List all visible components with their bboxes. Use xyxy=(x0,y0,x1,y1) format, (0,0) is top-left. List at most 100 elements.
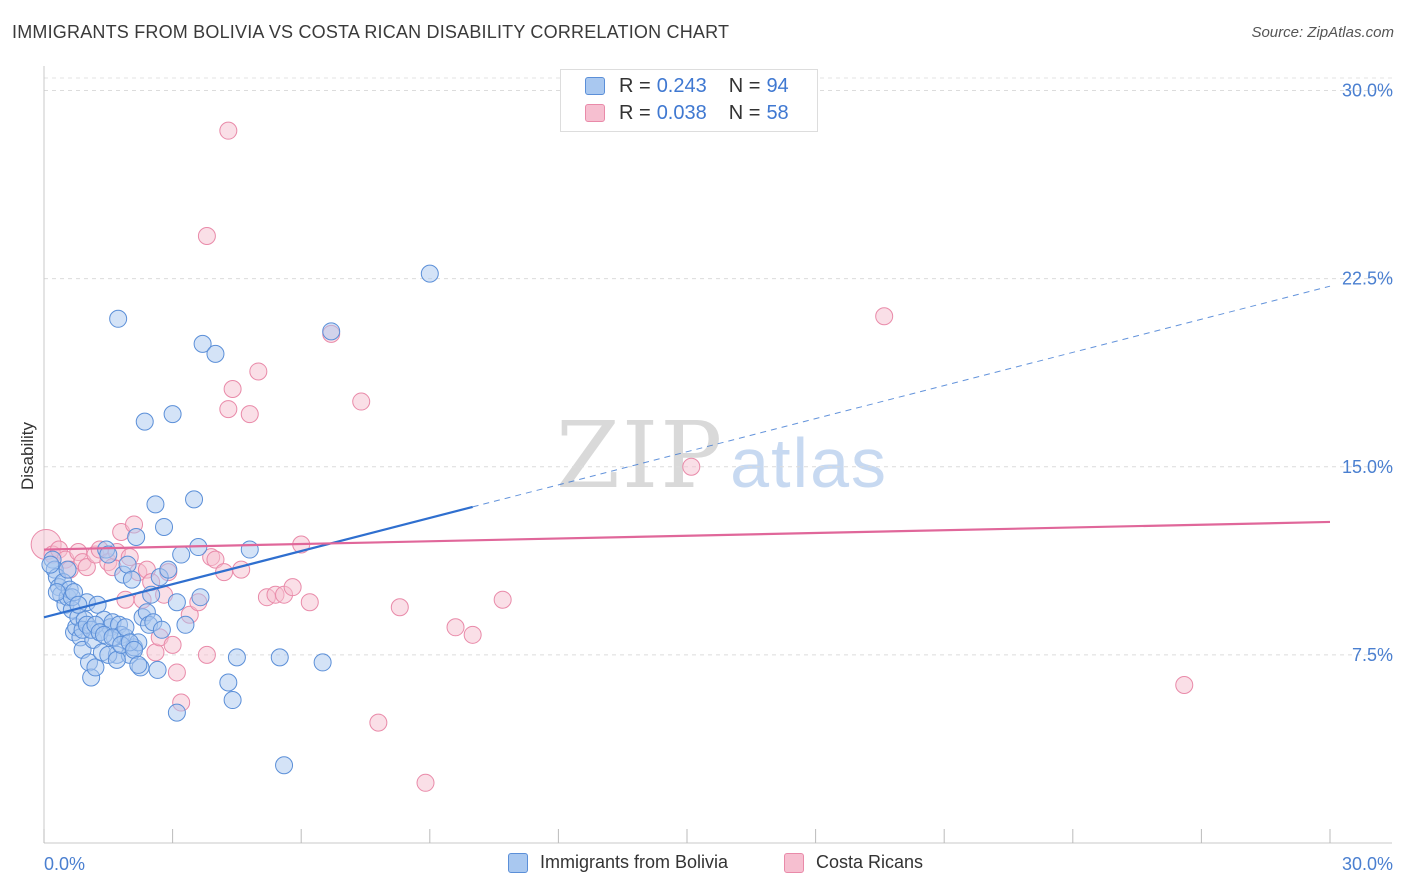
point-bolivia xyxy=(109,309,128,328)
point-bolivia xyxy=(420,264,439,283)
point-costa-ricans xyxy=(206,550,225,569)
point-costa-ricans xyxy=(167,663,186,682)
trend-line-bolivia xyxy=(43,505,473,619)
point-bolivia xyxy=(129,655,148,674)
point-costa-ricans xyxy=(223,380,242,399)
y-tick-label: 30.0% xyxy=(1342,81,1393,101)
point-bolivia xyxy=(152,620,171,639)
point-bolivia xyxy=(125,640,144,659)
series-costa-ricans xyxy=(30,121,1194,792)
point-bolivia xyxy=(176,615,195,634)
legend-r-label: R = xyxy=(619,74,651,97)
legend-item-costa-ricans[interactable]: Costa Ricans xyxy=(784,852,923,873)
series-bolivia xyxy=(41,264,439,775)
legend-n-value: 94 xyxy=(766,74,789,97)
legend-row-costa-ricans: R = 0.038 N = 58 xyxy=(585,101,789,125)
point-costa-ricans xyxy=(219,400,238,419)
point-bolivia xyxy=(107,650,126,669)
legend-item-bolivia[interactable]: Immigrants from Bolivia xyxy=(508,852,728,873)
y-tick-label: 15.0% xyxy=(1342,457,1393,477)
stats-legend: R = 0.243 N = 94 R = 0.038 N = 58 xyxy=(560,69,818,132)
watermark-atlas: atlas xyxy=(730,424,889,502)
legend-n-value: 58 xyxy=(766,101,789,124)
point-bolivia xyxy=(99,545,118,564)
point-costa-ricans xyxy=(197,645,216,664)
point-costa-ricans xyxy=(219,121,238,140)
point-bolivia xyxy=(172,545,191,564)
point-costa-ricans xyxy=(197,227,216,246)
point-costa-ricans xyxy=(240,405,259,424)
y-tick-label: 7.5% xyxy=(1352,645,1393,665)
point-costa-ricans xyxy=(146,643,165,662)
point-bolivia xyxy=(322,322,341,341)
point-bolivia xyxy=(191,588,210,607)
point-costa-ricans xyxy=(283,578,302,597)
point-bolivia xyxy=(313,653,332,672)
legend-swatch-bolivia xyxy=(508,852,528,873)
legend-swatch-costa-ricans xyxy=(585,104,605,122)
point-costa-ricans xyxy=(682,457,701,476)
chart-title: IMMIGRANTS FROM BOLIVIA VS COSTA RICAN D… xyxy=(12,22,730,42)
legend-r-value: 0.038 xyxy=(656,101,707,124)
legend-n-label: N = xyxy=(728,74,761,97)
watermark: ZIPatlas xyxy=(556,402,888,509)
point-bolivia xyxy=(116,618,135,637)
point-bolivia xyxy=(122,570,141,589)
point-bolivia xyxy=(146,495,165,514)
point-bolivia xyxy=(206,344,225,363)
point-bolivia xyxy=(270,648,289,667)
point-costa-ricans xyxy=(369,713,388,732)
series-legend: Immigrants from Bolivia Costa Ricans xyxy=(0,852,1406,878)
point-costa-ricans xyxy=(463,625,482,644)
point-costa-ricans xyxy=(390,598,409,617)
point-costa-ricans xyxy=(249,362,268,381)
legend-r-label: R = xyxy=(619,101,651,124)
legend-label-bolivia: Immigrants from Bolivia xyxy=(540,852,729,872)
x-tick-label: 0.0% xyxy=(44,854,85,874)
legend-r-value: 0.243 xyxy=(656,74,707,97)
point-bolivia xyxy=(167,593,186,612)
point-costa-ricans xyxy=(232,560,251,579)
y-axis-title: Disability xyxy=(18,421,37,490)
point-costa-ricans xyxy=(416,773,435,792)
point-bolivia xyxy=(227,648,246,667)
point-costa-ricans xyxy=(163,635,182,654)
legend-row-bolivia: R = 0.243 N = 94 xyxy=(585,74,789,98)
point-costa-ricans xyxy=(300,593,319,612)
axes xyxy=(43,66,1392,844)
point-costa-ricans xyxy=(446,618,465,637)
point-bolivia xyxy=(148,660,167,679)
point-bolivia xyxy=(127,528,146,546)
point-bolivia xyxy=(155,517,174,536)
point-bolivia xyxy=(41,555,60,574)
point-bolivia xyxy=(240,540,259,559)
point-bolivia xyxy=(47,583,66,602)
point-bolivia xyxy=(185,490,204,509)
legend-swatch-costa-ricans xyxy=(784,852,804,873)
point-costa-ricans xyxy=(1175,675,1194,694)
point-bolivia xyxy=(118,555,137,574)
trend-line-bolivia-projection xyxy=(472,285,1331,508)
point-costa-ricans xyxy=(493,590,512,609)
point-bolivia xyxy=(163,405,182,424)
legend-label-costa-ricans: Costa Ricans xyxy=(816,852,924,872)
watermark-zip: ZIP xyxy=(556,402,725,509)
point-bolivia xyxy=(58,560,77,579)
legend-n-label: N = xyxy=(728,101,761,124)
point-bolivia xyxy=(167,703,186,722)
tick-labels: 7.5% 15.0% 22.5% 30.0% 0.0% 30.0% xyxy=(44,81,1393,874)
point-costa-ricans xyxy=(77,558,96,577)
point-bolivia xyxy=(135,412,154,431)
point-bolivia xyxy=(159,560,178,579)
point-costa-ricans xyxy=(352,392,371,411)
y-tick-label: 22.5% xyxy=(1342,269,1393,289)
x-tick-label: 30.0% xyxy=(1342,854,1393,874)
trend-line-costa-ricans xyxy=(43,520,1331,551)
trend-lines xyxy=(43,285,1331,619)
point-bolivia xyxy=(193,334,212,353)
legend-swatch-bolivia xyxy=(585,77,605,95)
point-bolivia xyxy=(223,691,242,710)
point-costa-ricans xyxy=(875,307,894,326)
point-bolivia xyxy=(86,658,105,677)
